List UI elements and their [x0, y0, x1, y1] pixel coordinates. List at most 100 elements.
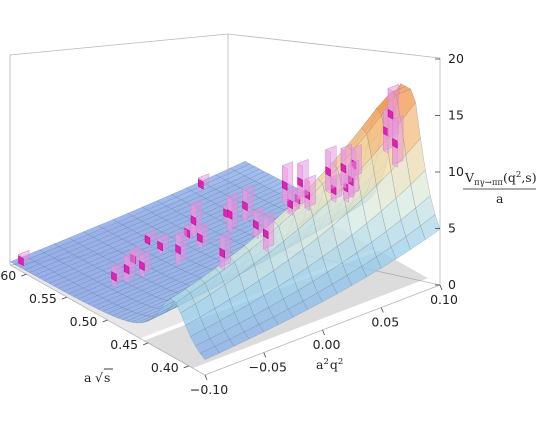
lattice-point	[297, 159, 309, 202]
x-axis-label: a √ s	[84, 368, 113, 385]
y-tick-label: 0.05	[371, 315, 399, 330]
y-tick-mark	[380, 307, 384, 313]
y-label-a: a	[316, 357, 324, 372]
z-axis-label: Vπγ→ππ(q2,s) a	[463, 170, 537, 206]
x-label-sqrt-arg: s	[104, 370, 110, 385]
lattice-point	[340, 143, 352, 189]
y-axis-ticks: −0.10 −0.05 0.00 0.05 0.10	[190, 284, 458, 397]
central-value-cap	[157, 240, 163, 252]
x-tick-label: 0.55	[29, 291, 57, 306]
z-tick-label: 0	[448, 277, 456, 292]
lattice-point	[282, 161, 294, 206]
central-value-cap	[282, 180, 288, 191]
central-value-cap	[18, 255, 24, 267]
lattice-point	[219, 231, 231, 271]
central-value-cap	[253, 219, 259, 231]
x-tick-mark	[102, 319, 108, 323]
y-tick-mark	[204, 374, 208, 381]
z-tick-label: 15	[448, 108, 464, 123]
x-tick-label: 0.60	[0, 268, 16, 283]
z-label-v: V	[464, 170, 475, 185]
surface-patch	[199, 346, 220, 360]
central-value-cap	[123, 263, 130, 275]
y-label-sup-q: 2	[338, 357, 343, 367]
frame-edge	[9, 33, 229, 56]
y-tick-mark	[263, 352, 267, 358]
central-value-cap	[392, 137, 398, 149]
error-box-side	[340, 143, 352, 186]
y-tick-mark	[439, 284, 443, 291]
central-value-cap	[242, 200, 248, 212]
z-label-args-close: ,s)	[521, 170, 536, 185]
z-label-denominator: a	[496, 191, 504, 206]
z-label-numerator: Vπγ→ππ(q2,s)	[464, 170, 537, 188]
central-value-cap	[325, 166, 331, 177]
lattice-point	[263, 211, 275, 253]
y-tick-label: 0.00	[313, 337, 341, 352]
x-tick-label: 0.40	[151, 360, 179, 375]
y-label: a2q2	[316, 357, 343, 372]
lattice-points	[18, 83, 404, 288]
error-box-side	[282, 161, 294, 204]
error-box-side	[297, 159, 309, 199]
lattice-point	[175, 229, 187, 266]
central-value-cap	[263, 228, 269, 240]
central-value-cap	[340, 162, 347, 174]
error-box-side	[263, 211, 275, 250]
z-label-args-sup: 2	[516, 170, 521, 180]
x-label-base: a	[84, 370, 92, 385]
central-value-cap	[175, 244, 181, 255]
z-label-sub: πγ→ππ	[474, 178, 503, 188]
error-box-side	[190, 199, 202, 235]
central-value-cap	[219, 247, 226, 259]
lattice-point	[111, 261, 123, 288]
x-tick-mark	[61, 296, 68, 300]
z-label-args-open: (q	[503, 170, 516, 185]
central-value-cap	[387, 108, 394, 120]
y-label-q: q	[330, 357, 338, 372]
lattice-point	[226, 192, 238, 233]
error-box-side	[219, 231, 231, 268]
y-tick-mark	[322, 329, 325, 336]
y-tick-label: −0.10	[190, 382, 228, 397]
z-tick-label: 20	[448, 51, 464, 66]
z-tick-label: 5	[448, 221, 456, 236]
central-value-cap	[144, 234, 151, 246]
lattice-point	[157, 233, 169, 256]
error-box-side	[175, 229, 187, 263]
x-tick-mark	[142, 342, 149, 346]
lattice-point	[198, 173, 210, 192]
x-label-sqrt-sign: √	[95, 370, 103, 385]
frame-edge	[227, 33, 441, 59]
central-value-cap	[190, 215, 197, 226]
central-value-cap	[111, 271, 117, 282]
lattice-point	[123, 251, 135, 284]
central-value-cap	[297, 176, 303, 188]
x-tick-mark	[183, 365, 189, 369]
lattice-point	[242, 184, 254, 224]
error-box-side	[226, 192, 238, 230]
central-value-cap	[226, 208, 233, 220]
lattice-point	[18, 249, 30, 268]
x-axis-ticks: 0.40 0.45 0.50 0.55 0.60	[0, 268, 189, 375]
y-label-sup-a: 2	[323, 357, 328, 367]
central-value-cap	[198, 178, 204, 190]
x-tick-mark	[21, 273, 27, 277]
x-tick-label: 0.45	[110, 337, 138, 352]
x-tick-label: 0.50	[70, 314, 98, 329]
error-box-side	[242, 184, 254, 221]
central-value-cap	[197, 232, 203, 244]
y-axis-label: a2q2	[316, 357, 343, 372]
error-box-side	[325, 145, 337, 192]
lattice-point	[253, 206, 265, 239]
z-axis-ticks: 0 5 10 15 20	[435, 51, 464, 292]
error-box-side	[392, 115, 404, 165]
lattice-point	[325, 145, 337, 194]
lattice-point	[190, 199, 202, 238]
y-tick-label: 0.10	[430, 292, 458, 307]
lattice-point	[392, 115, 404, 168]
lattice-point	[139, 249, 151, 278]
central-value-cap	[139, 260, 145, 272]
y-tick-label: −0.05	[249, 360, 287, 375]
